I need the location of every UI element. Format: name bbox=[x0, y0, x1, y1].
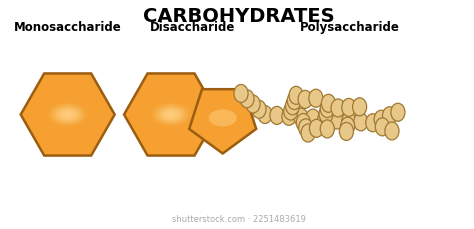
Ellipse shape bbox=[342, 98, 356, 116]
Ellipse shape bbox=[209, 109, 237, 126]
Ellipse shape bbox=[270, 106, 284, 124]
Ellipse shape bbox=[283, 102, 298, 120]
Ellipse shape bbox=[296, 114, 310, 131]
Ellipse shape bbox=[289, 86, 303, 104]
Ellipse shape bbox=[287, 92, 301, 109]
Ellipse shape bbox=[285, 97, 300, 115]
Ellipse shape bbox=[383, 107, 397, 125]
Ellipse shape bbox=[309, 89, 323, 107]
Ellipse shape bbox=[156, 106, 186, 123]
Polygon shape bbox=[21, 74, 115, 155]
Ellipse shape bbox=[252, 100, 266, 118]
Ellipse shape bbox=[354, 113, 368, 131]
Ellipse shape bbox=[246, 95, 260, 113]
Ellipse shape bbox=[320, 100, 334, 117]
Ellipse shape bbox=[310, 119, 324, 137]
Ellipse shape bbox=[391, 103, 405, 121]
Text: Monosaccharide: Monosaccharide bbox=[14, 21, 121, 34]
Ellipse shape bbox=[306, 109, 320, 127]
Ellipse shape bbox=[50, 104, 85, 125]
Ellipse shape bbox=[342, 112, 356, 130]
Ellipse shape bbox=[150, 102, 191, 127]
Text: shutterstock.com · 2251483619: shutterstock.com · 2251483619 bbox=[172, 215, 306, 224]
Ellipse shape bbox=[62, 111, 73, 118]
Ellipse shape bbox=[294, 108, 308, 126]
Ellipse shape bbox=[168, 113, 174, 116]
Ellipse shape bbox=[319, 105, 333, 123]
Ellipse shape bbox=[353, 98, 367, 116]
Ellipse shape bbox=[339, 123, 354, 140]
Ellipse shape bbox=[374, 110, 388, 128]
Ellipse shape bbox=[47, 102, 88, 127]
Ellipse shape bbox=[378, 115, 392, 133]
Ellipse shape bbox=[301, 124, 315, 142]
Ellipse shape bbox=[65, 113, 71, 116]
Ellipse shape bbox=[375, 118, 390, 136]
Text: Disaccharide: Disaccharide bbox=[149, 21, 235, 34]
Ellipse shape bbox=[56, 107, 80, 122]
Ellipse shape bbox=[162, 109, 180, 120]
Ellipse shape bbox=[159, 107, 183, 122]
Ellipse shape bbox=[53, 106, 82, 123]
Ellipse shape bbox=[298, 90, 312, 108]
Ellipse shape bbox=[321, 94, 336, 112]
Ellipse shape bbox=[366, 114, 380, 132]
Ellipse shape bbox=[165, 111, 177, 118]
Ellipse shape bbox=[299, 119, 313, 137]
Ellipse shape bbox=[331, 99, 345, 117]
Ellipse shape bbox=[282, 107, 296, 125]
Ellipse shape bbox=[234, 85, 248, 103]
Text: Polysaccharide: Polysaccharide bbox=[300, 21, 400, 34]
Ellipse shape bbox=[59, 109, 76, 120]
Ellipse shape bbox=[330, 111, 344, 129]
Ellipse shape bbox=[258, 106, 272, 123]
Text: CARBOHYDRATES: CARBOHYDRATES bbox=[143, 7, 335, 26]
Ellipse shape bbox=[320, 120, 334, 138]
Ellipse shape bbox=[318, 110, 332, 128]
Polygon shape bbox=[124, 74, 218, 155]
Polygon shape bbox=[189, 89, 256, 153]
Ellipse shape bbox=[385, 122, 399, 140]
Ellipse shape bbox=[154, 104, 189, 125]
Ellipse shape bbox=[240, 90, 254, 108]
Ellipse shape bbox=[341, 117, 355, 135]
